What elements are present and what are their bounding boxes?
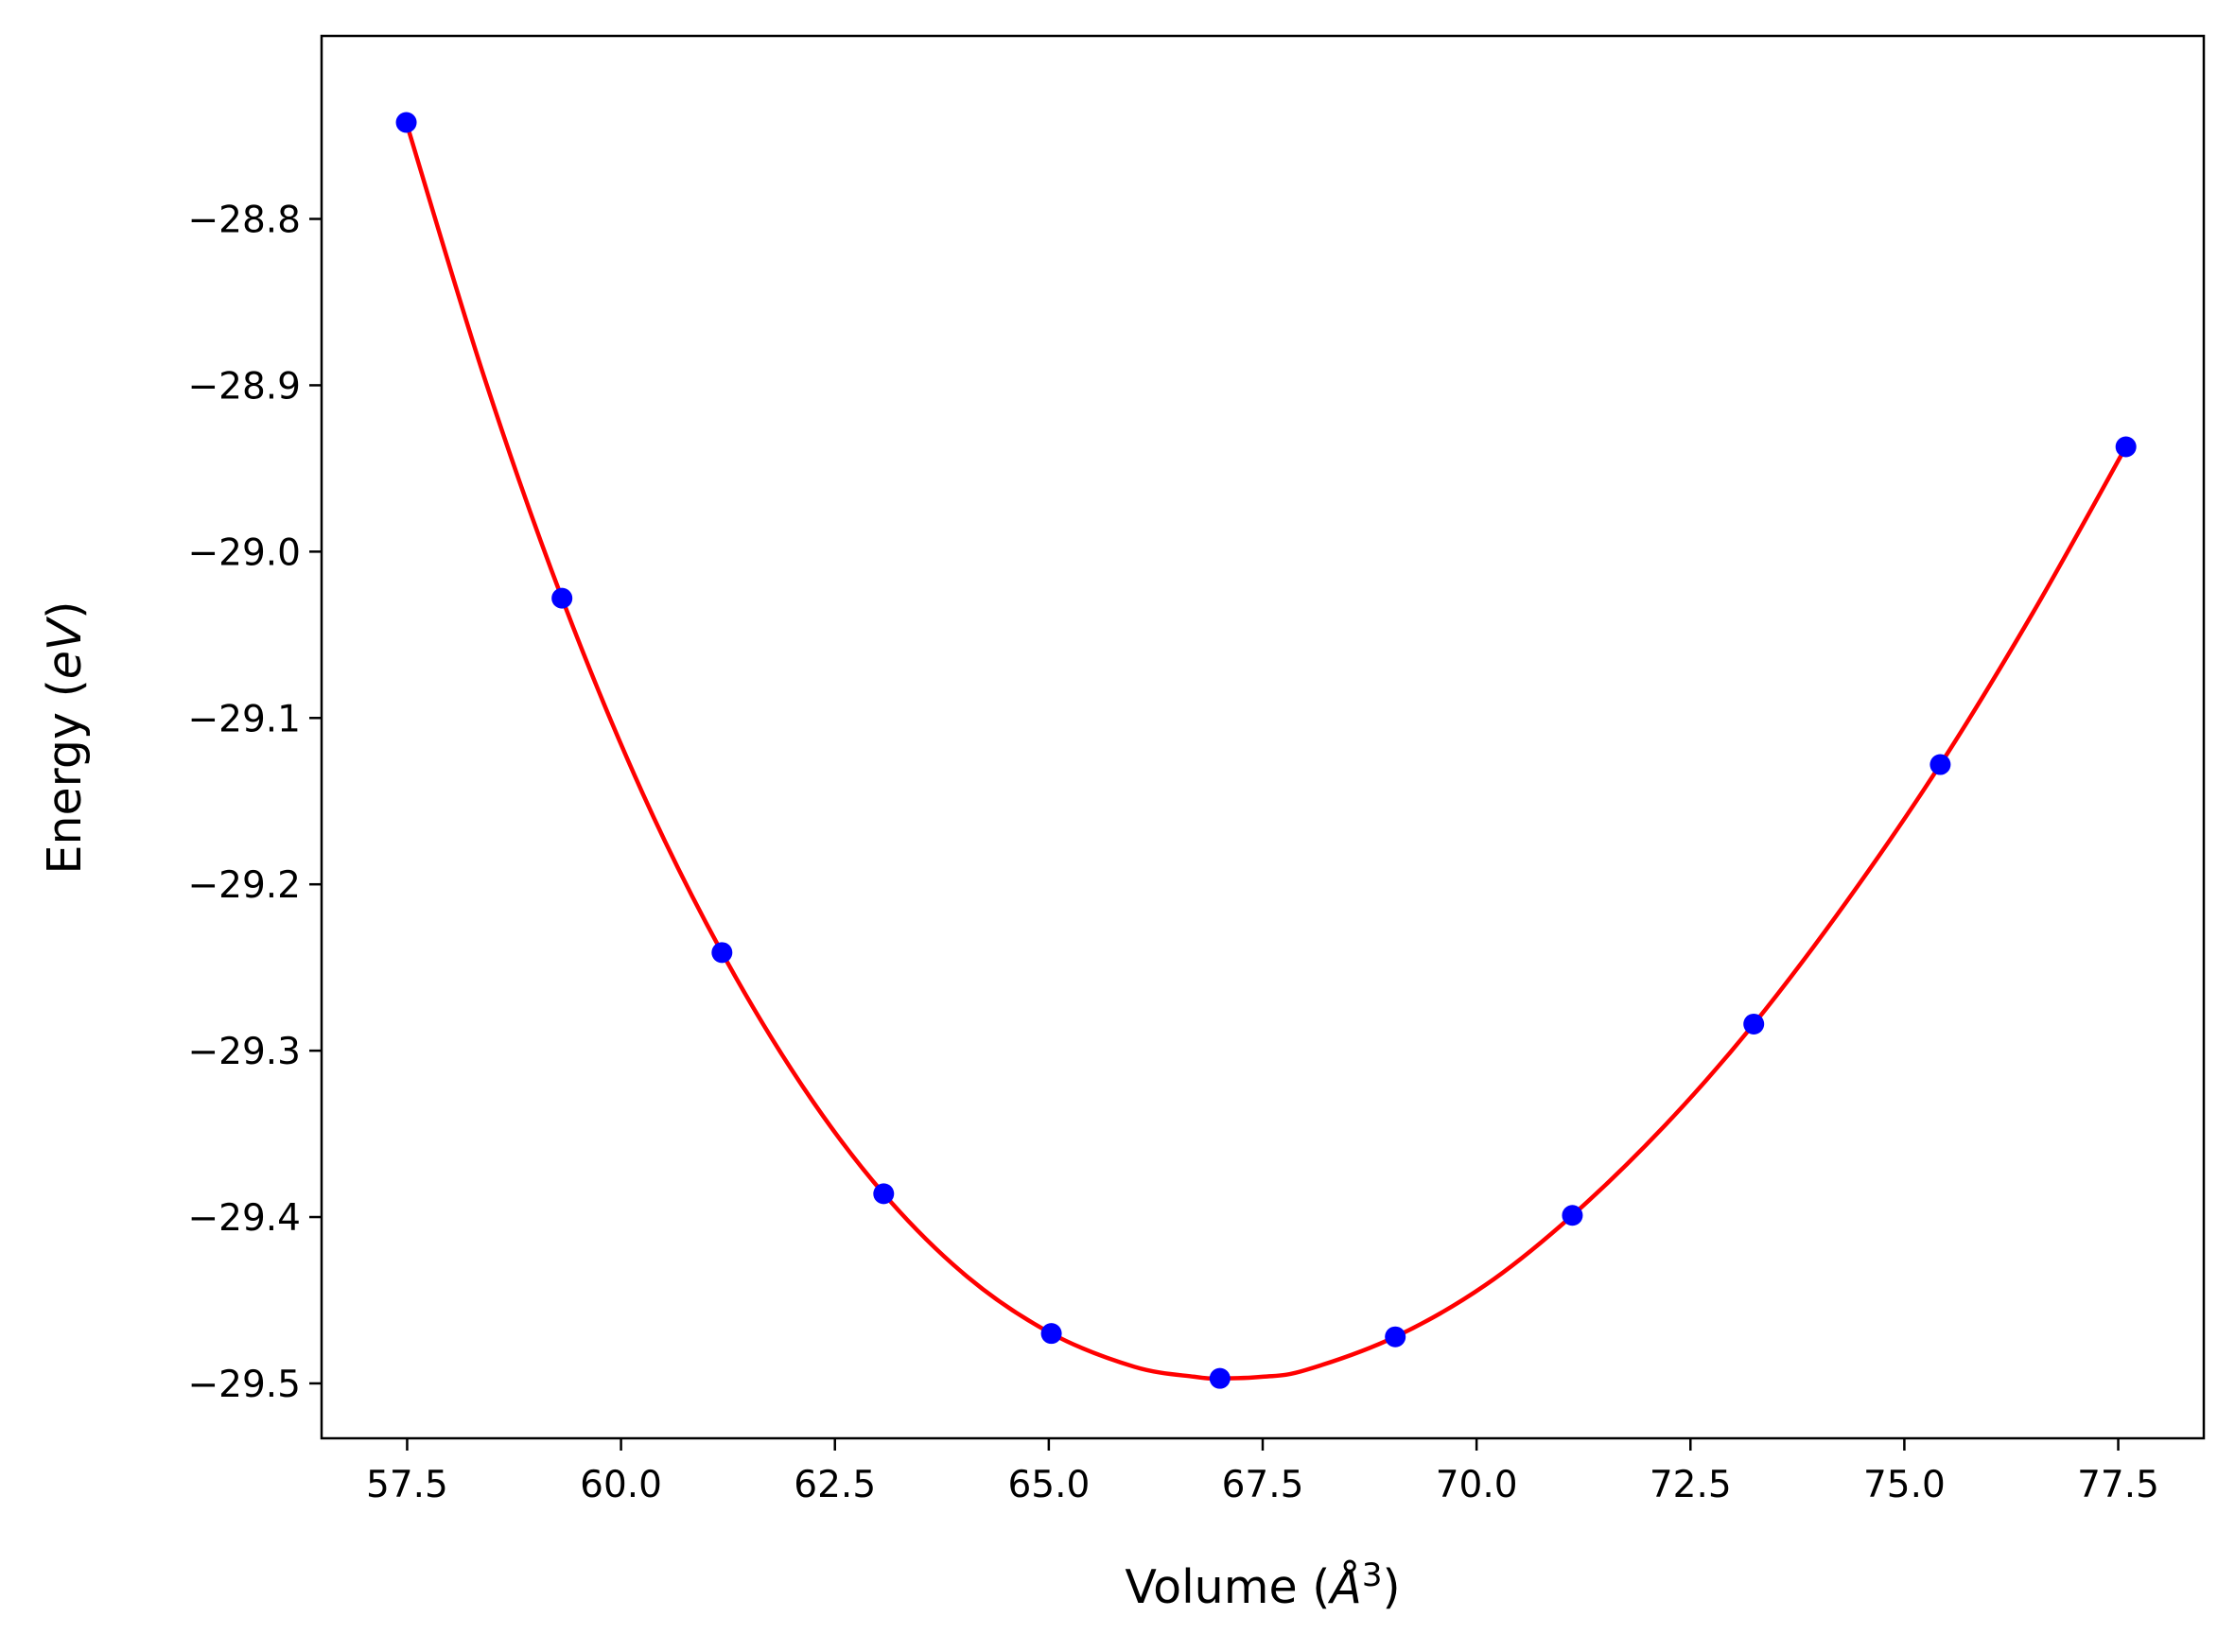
x-tick-label: 60.0 [580,1464,662,1506]
data-point [1562,1205,1583,1226]
data-point [551,587,573,609]
data-point [1385,1326,1406,1348]
data-point [1209,1367,1231,1389]
data-points-layer [395,112,2137,1389]
y-tick-label: −29.5 [187,1364,301,1406]
x-tick-label: 77.5 [2077,1464,2159,1506]
data-point [711,942,733,964]
x-tick-label: 62.5 [794,1464,876,1506]
y-axis-ticks: −28.8 −28.9 −29.0 −29.1 −29.2 −29.3 −29.4 −29.5 [187,200,322,1406]
data-point [873,1183,895,1205]
y-axis-title: Energy (eV) [38,600,92,874]
data-point [1040,1323,1062,1345]
y-tick-label: −29.1 [187,698,301,740]
y-tick-label: −28.8 [187,200,301,242]
y-tick-label: −29.0 [187,531,301,574]
x-axis-ticks: 57.5 60.0 62.5 65.0 67.5 70.0 72.5 75.0 77.5 [366,1438,2159,1506]
y-tick-label: −29.2 [187,864,301,907]
x-tick-label: 67.5 [1222,1464,1304,1506]
x-tick-label: 75.0 [1863,1464,1946,1506]
y-tick-label: −29.4 [187,1197,301,1240]
x-tick-label: 72.5 [1650,1464,1732,1506]
data-point [1929,754,1951,775]
x-axis-title: Volume (Å3) [1125,1556,1400,1614]
x-tick-label: 65.0 [1007,1464,1090,1506]
data-point [2115,436,2137,458]
x-tick-label: 57.5 [366,1464,448,1506]
data-point [395,112,417,133]
y-tick-label: −28.9 [187,365,301,408]
data-point [1743,1013,1765,1035]
y-tick-label: −29.3 [187,1031,301,1073]
x-tick-label: 70.0 [1436,1464,1518,1506]
